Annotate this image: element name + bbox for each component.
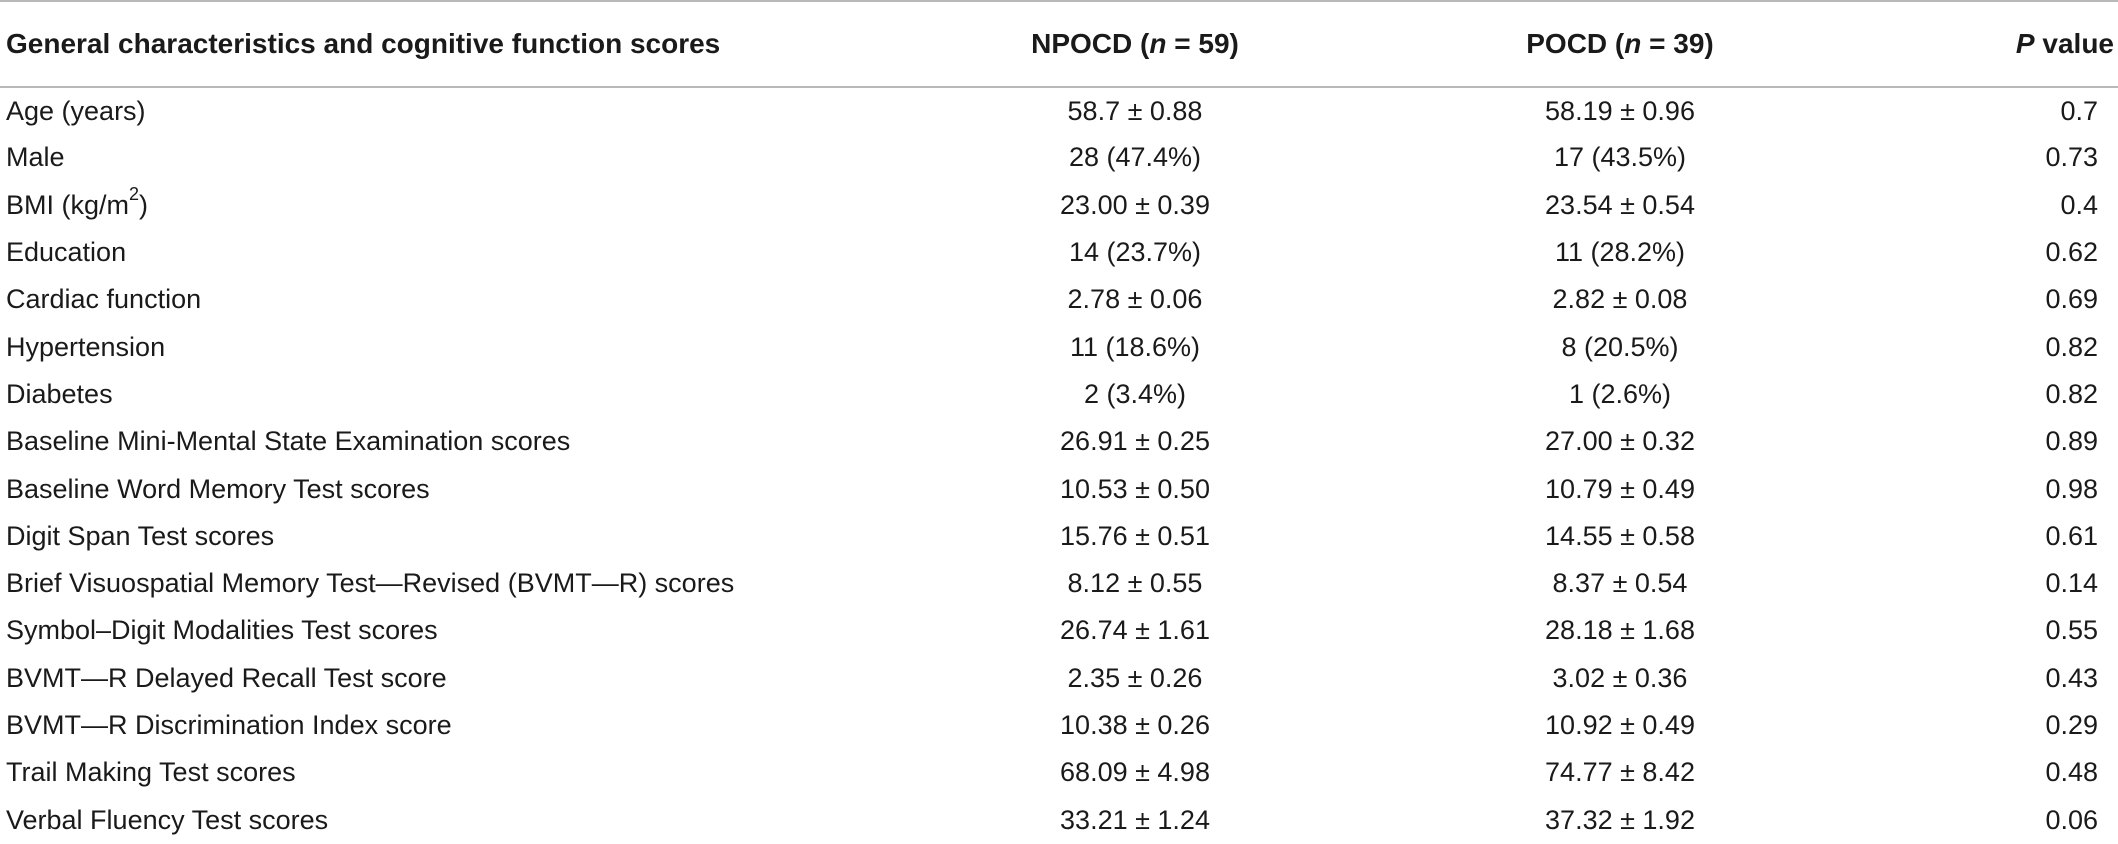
row-label: Education [6, 237, 127, 268]
row-p-value: 0.43 [2045, 662, 2098, 693]
row-pocd: 17 (43.5%) [1553, 142, 1687, 173]
row-pocd: 23.54 ± 0.54 [1545, 189, 1695, 220]
row-p-value: 0.55 [2045, 615, 2098, 646]
row-pocd: 10.79 ± 0.49 [1545, 473, 1695, 504]
row-label: Brief Visuospatial Memory Test—Revised (… [6, 568, 735, 599]
table-row: Age (years) 58.7 ± 0.88 58.19 ± 0.96 0.7 [0, 87, 2118, 134]
row-pocd: 8.37 ± 0.54 [1552, 568, 1688, 599]
row-label: BMI (kg/m2) [6, 183, 149, 220]
row-pocd: 8 (20.5%) [1561, 331, 1679, 362]
row-npocd: 2 (3.4%) [1083, 378, 1187, 409]
table-row: Brief Visuospatial Memory Test—Revised (… [0, 560, 2118, 607]
table-row: Cardiac function 2.78 ± 0.06 2.82 ± 0.08… [0, 276, 2118, 323]
row-npocd: 26.91 ± 0.25 [1060, 426, 1210, 457]
row-pocd: 10.92 ± 0.49 [1545, 710, 1695, 740]
table-row: Symbol–Digit Modalities Test scores 26.7… [0, 607, 2118, 654]
row-npocd: 2.78 ± 0.06 [1067, 284, 1203, 315]
row-label: BVMT—R Discrimination Index score [6, 710, 452, 740]
row-p-value: 0.82 [2045, 331, 2098, 362]
table-row: Baseline Word Memory Test scores 10.53 ±… [0, 465, 2118, 512]
table-row: Verbal Fluency Test scores 33.21 ± 1.24 … [0, 796, 2118, 843]
row-label: Baseline Word Memory Test scores [6, 473, 430, 504]
row-p-value: 0.73 [2045, 142, 2098, 173]
row-p-value: 0.62 [2045, 237, 2098, 268]
header-pocd: POCD (n = 39) [1370, 0, 1870, 88]
row-npocd: 8.12 ± 0.55 [1067, 568, 1203, 599]
table-row: Education 14 (23.7%) 11 (28.2%) 0.62 [0, 229, 2118, 276]
row-p-value: 0.14 [2045, 568, 2098, 599]
row-p-value: 0.89 [2045, 426, 2098, 457]
row-pocd: 27.00 ± 0.32 [1545, 426, 1695, 457]
row-pocd: 37.32 ± 1.92 [1545, 804, 1695, 835]
table-row: BVMT—R Delayed Recall Test score 2.35 ± … [0, 655, 2118, 702]
row-pocd: 14.55 ± 0.58 [1545, 520, 1695, 551]
row-label: Verbal Fluency Test scores [6, 804, 329, 835]
row-p-value: 0.29 [2045, 710, 2098, 740]
row-npocd: 15.76 ± 0.51 [1060, 520, 1210, 551]
row-npocd: 2.35 ± 0.26 [1067, 662, 1203, 693]
row-p-value: 0.48 [2045, 757, 2098, 788]
row-npocd: 28 (47.4%) [1068, 142, 1202, 173]
row-label: BVMT—R Delayed Recall Test score [6, 662, 447, 693]
row-label: Cardiac function [6, 284, 202, 315]
row-label: Baseline Mini-Mental State Examination s… [6, 426, 571, 457]
row-npocd: 11 (18.6%) [1069, 331, 1201, 362]
table-row: Hypertension 11 (18.6%) 8 (20.5%) 0.82 [0, 323, 2118, 370]
table-row: Diabetes 2 (3.4%) 1 (2.6%) 0.82 [0, 371, 2118, 418]
row-npocd: 33.21 ± 1.24 [1060, 804, 1210, 835]
row-label: Hypertension [6, 331, 166, 362]
row-pocd: 58.19 ± 0.96 [1545, 95, 1695, 126]
row-label: Age (years) [6, 95, 146, 126]
header-p-value: P value [1870, 0, 2118, 88]
row-p-value: 0.06 [2045, 804, 2098, 835]
table-row: Baseline Mini-Mental State Examination s… [0, 418, 2118, 465]
row-npocd: 23.00 ± 0.39 [1060, 189, 1210, 220]
row-label: Digit Span Test scores [6, 520, 275, 551]
row-npocd: 58.7 ± 0.88 [1067, 95, 1203, 126]
table-row: BMI (kg/m2) 23.00 ± 0.39 23.54 ± 0.54 0.… [0, 182, 2118, 229]
table-header-row: General characteristics and cognitive fu… [0, 0, 2118, 88]
row-label: Diabetes [6, 378, 113, 409]
row-p-value: 0.82 [2045, 378, 2098, 409]
row-pocd: 1 (2.6%) [1568, 378, 1672, 409]
row-npocd: 10.53 ± 0.50 [1060, 473, 1210, 504]
row-p-value: 0.69 [2045, 284, 2098, 315]
row-p-value: 0.4 [2060, 189, 2098, 220]
row-label: Symbol–Digit Modalities Test scores [6, 615, 438, 646]
row-npocd: 26.74 ± 1.61 [1060, 615, 1210, 646]
row-pocd: 2.82 ± 0.08 [1552, 284, 1688, 315]
row-npocd: 10.38 ± 0.26 [1060, 710, 1210, 740]
header-npocd: NPOCD (n = 59) [900, 0, 1370, 88]
row-npocd: 14 (23.7%) [1068, 237, 1202, 268]
row-label: Male [6, 142, 65, 173]
row-p-value: 0.7 [2060, 95, 2098, 126]
table-row: BVMT—R Discrimination Index score 10.38 … [0, 702, 2118, 749]
table-row: Digit Span Test scores 15.76 ± 0.51 14.5… [0, 513, 2118, 560]
row-p-value: 0.98 [2045, 473, 2098, 504]
row-pocd: 28.18 ± 1.68 [1545, 615, 1695, 646]
row-pocd: 3.02 ± 0.36 [1552, 662, 1688, 693]
row-npocd: 68.09 ± 4.98 [1060, 757, 1210, 788]
row-label: Trail Making Test scores [6, 757, 296, 788]
row-pocd: 74.77 ± 8.42 [1545, 757, 1695, 788]
table-row: Male 28 (47.4%) 17 (43.5%) 0.73 [0, 134, 2118, 181]
row-p-value: 0.61 [2045, 520, 2098, 551]
table-row: Trail Making Test scores 68.09 ± 4.98 74… [0, 749, 2118, 796]
header-characteristic: General characteristics and cognitive fu… [0, 0, 900, 88]
row-pocd: 11 (28.2%) [1554, 237, 1686, 268]
